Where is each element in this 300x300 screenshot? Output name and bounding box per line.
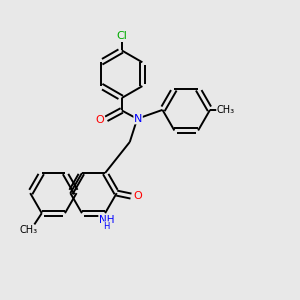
Text: CH₃: CH₃ <box>217 105 235 115</box>
Text: O: O <box>95 115 104 125</box>
Text: CH₃: CH₃ <box>20 225 38 236</box>
Text: O: O <box>133 191 142 201</box>
Text: Cl: Cl <box>116 31 127 41</box>
Text: N: N <box>134 114 142 124</box>
Text: NH: NH <box>99 215 114 225</box>
Text: H: H <box>103 222 110 231</box>
